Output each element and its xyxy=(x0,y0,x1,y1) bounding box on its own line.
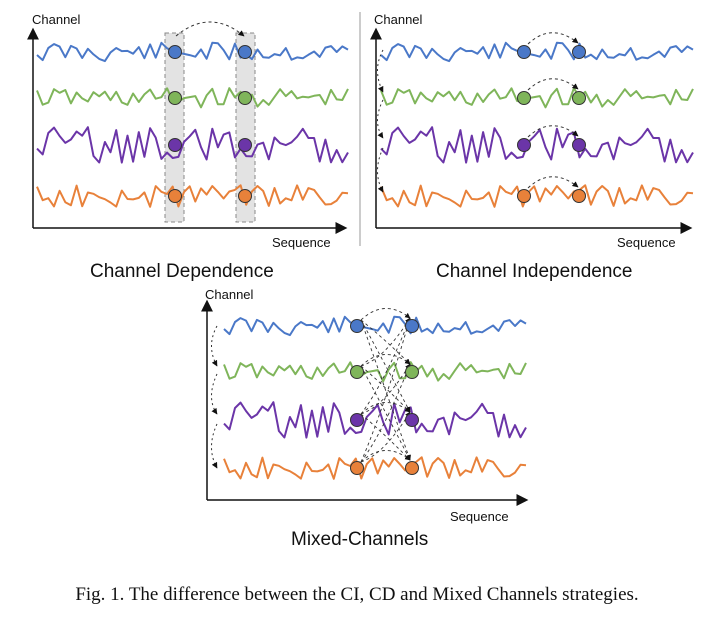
ci-point-blue-1 xyxy=(517,45,531,59)
mix-point-green-1 xyxy=(350,365,364,379)
ci-point-purple-1 xyxy=(517,138,531,152)
mix-point-purple-2 xyxy=(405,413,419,427)
panel-channel-independence: Channel Sequence Channel Independence xyxy=(370,12,694,282)
cd-band-1 xyxy=(164,32,185,223)
mix-arrow-blue-to-green xyxy=(360,319,411,365)
ci-ylabel: Channel xyxy=(374,12,423,27)
ci-title: Channel Independence xyxy=(436,261,633,282)
mix-ylabel: Channel xyxy=(205,287,254,302)
ci-arrow-blue xyxy=(527,32,579,45)
ci-point-orange-1 xyxy=(517,189,531,203)
ci-point-orange-2 xyxy=(572,189,586,203)
mix-arrow-orange-to-orange xyxy=(360,450,411,463)
mix-channel-arrows xyxy=(211,325,218,469)
cd-ylabel: Channel xyxy=(32,12,81,27)
ci-series-lines xyxy=(380,41,694,208)
ci-self-arrows xyxy=(527,32,579,189)
cd-xlabel: Sequence xyxy=(272,235,331,250)
mix-series-lines xyxy=(223,315,527,480)
mix-point-purple-1 xyxy=(350,413,364,427)
cd-series-orange xyxy=(36,184,349,208)
ci-channel-arrows xyxy=(377,49,384,193)
ci-points xyxy=(517,45,586,203)
cd-point-green-1 xyxy=(168,91,182,105)
mix-arrow-purple-to-purple xyxy=(360,402,411,415)
cd-point-purple-2 xyxy=(238,138,252,152)
mix-points xyxy=(350,319,419,475)
mix-arrow-blue-to-orange xyxy=(360,319,411,461)
ci-arrow-orange xyxy=(527,176,579,189)
mix-arrow-orange-to-green xyxy=(360,363,411,463)
mix-point-green-2 xyxy=(405,365,419,379)
cd-point-orange-1 xyxy=(168,189,182,203)
mix-xlabel: Sequence xyxy=(450,509,509,524)
cd-series-purple xyxy=(36,126,349,164)
cd-points xyxy=(168,45,252,203)
mix-cross-arrows xyxy=(360,308,412,463)
ci-point-blue-2 xyxy=(572,45,586,59)
cd-series-lines xyxy=(36,41,349,208)
ci-series-purple xyxy=(380,126,694,164)
panel-channel-dependence: Channel Sequence Channel Dependence xyxy=(27,12,349,282)
ci-xlabel: Sequence xyxy=(617,235,676,250)
cd-point-green-2 xyxy=(238,91,252,105)
mix-point-blue-2 xyxy=(405,319,419,333)
panel-mixed-channels: Channel Sequence Mixed-Channels xyxy=(201,287,529,550)
mix-arrow-green-to-green xyxy=(360,354,411,367)
mix-series-green xyxy=(223,361,527,383)
ci-point-green-2 xyxy=(572,91,586,105)
cd-dependence-arrow xyxy=(175,21,245,37)
mix-title: Mixed-Channels xyxy=(291,529,428,550)
ci-series-orange xyxy=(380,184,694,208)
mix-arrow-purple-to-blue xyxy=(360,317,411,415)
cd-band-2 xyxy=(235,32,256,223)
cd-series-blue xyxy=(36,41,349,63)
ci-arrow-green xyxy=(527,78,579,91)
ci-series-green xyxy=(380,87,694,109)
cd-point-purple-1 xyxy=(168,138,182,152)
mix-arrow-blue-to-purple xyxy=(360,319,411,413)
ci-point-green-1 xyxy=(517,91,531,105)
cd-point-blue-1 xyxy=(168,45,182,59)
mix-arrow-blue-to-blue xyxy=(360,308,411,321)
mix-series-blue xyxy=(223,315,527,337)
ci-series-blue xyxy=(380,41,694,63)
figure-caption: Fig. 1. The difference between the CI, C… xyxy=(75,584,639,605)
mix-arrow-orange-to-blue xyxy=(360,317,412,463)
ci-arrow-purple xyxy=(527,125,579,138)
mix-series-purple xyxy=(223,401,527,439)
mix-point-blue-1 xyxy=(350,319,364,333)
cd-series-green xyxy=(36,87,349,109)
cd-title: Channel Dependence xyxy=(90,261,274,282)
mix-arrow-purple-to-orange xyxy=(360,413,411,461)
mix-series-orange xyxy=(223,456,527,480)
mix-point-orange-1 xyxy=(350,461,364,475)
mix-point-orange-2 xyxy=(405,461,419,475)
ci-point-purple-2 xyxy=(572,138,586,152)
cd-highlight-bands xyxy=(164,32,256,223)
cd-point-blue-2 xyxy=(238,45,252,59)
cd-point-orange-2 xyxy=(238,189,252,203)
